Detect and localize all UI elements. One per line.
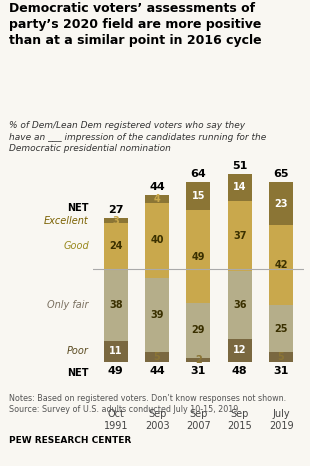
Text: NET: NET	[67, 203, 89, 213]
Bar	[186, 210, 210, 303]
Text: 49: 49	[192, 252, 205, 261]
Bar	[269, 182, 293, 226]
Text: Democratic voters’ assessments of
party’s 2020 field are more positive
than at a: Democratic voters’ assessments of party’…	[9, 2, 262, 48]
Text: 12: 12	[233, 345, 246, 356]
Bar	[228, 271, 252, 339]
Text: 3: 3	[112, 216, 119, 226]
Text: 65: 65	[273, 169, 289, 179]
Bar	[104, 269, 128, 341]
Bar	[104, 223, 128, 269]
Text: 49: 49	[108, 365, 124, 376]
Bar	[145, 278, 169, 352]
Bar	[228, 174, 252, 201]
Text: Poor: Poor	[67, 346, 89, 356]
Text: 4: 4	[154, 194, 161, 204]
Text: Notes: Based on registered voters. Don’t know responses not shown.
Source: Surve: Notes: Based on registered voters. Don’t…	[9, 394, 286, 414]
Text: 36: 36	[233, 300, 246, 310]
Text: NET: NET	[67, 368, 89, 378]
Text: 38: 38	[109, 300, 122, 310]
Text: 44: 44	[149, 365, 165, 376]
Text: PEW RESEARCH CENTER: PEW RESEARCH CENTER	[9, 436, 131, 445]
Text: 48: 48	[232, 365, 248, 376]
Bar	[145, 203, 169, 278]
Text: 15: 15	[192, 191, 205, 201]
Text: 23: 23	[274, 199, 288, 209]
Text: 31: 31	[191, 365, 206, 376]
Bar	[145, 195, 169, 203]
Text: 27: 27	[108, 205, 123, 215]
Text: 29: 29	[192, 325, 205, 336]
Text: 51: 51	[232, 161, 247, 171]
Text: 11: 11	[109, 346, 122, 356]
Text: 24: 24	[109, 241, 122, 251]
Text: 40: 40	[150, 235, 164, 246]
Text: 5: 5	[154, 352, 161, 362]
Text: 37: 37	[233, 231, 246, 241]
Bar	[269, 305, 293, 352]
Bar	[104, 218, 128, 223]
Text: Good: Good	[63, 241, 89, 251]
Text: 31: 31	[273, 365, 289, 376]
Text: 25: 25	[274, 323, 288, 334]
Text: 39: 39	[150, 310, 164, 320]
Bar	[186, 303, 210, 358]
Text: % of Dem/Lean Dem registered voters who say they
have an ___ impression of the c: % of Dem/Lean Dem registered voters who …	[9, 121, 267, 153]
Bar	[186, 358, 210, 362]
Bar	[269, 226, 293, 305]
Text: Only fair: Only fair	[47, 300, 89, 310]
Text: 64: 64	[191, 169, 206, 179]
Text: 14: 14	[233, 183, 246, 192]
Bar	[269, 352, 293, 362]
Text: 44: 44	[149, 182, 165, 192]
Text: 2: 2	[195, 355, 202, 365]
Bar	[228, 201, 252, 271]
Bar	[145, 352, 169, 362]
Bar	[104, 341, 128, 362]
Text: Excellent: Excellent	[44, 216, 89, 226]
Bar	[228, 339, 252, 362]
Text: 42: 42	[274, 260, 288, 270]
Text: 5: 5	[278, 352, 285, 362]
Bar	[186, 182, 210, 210]
